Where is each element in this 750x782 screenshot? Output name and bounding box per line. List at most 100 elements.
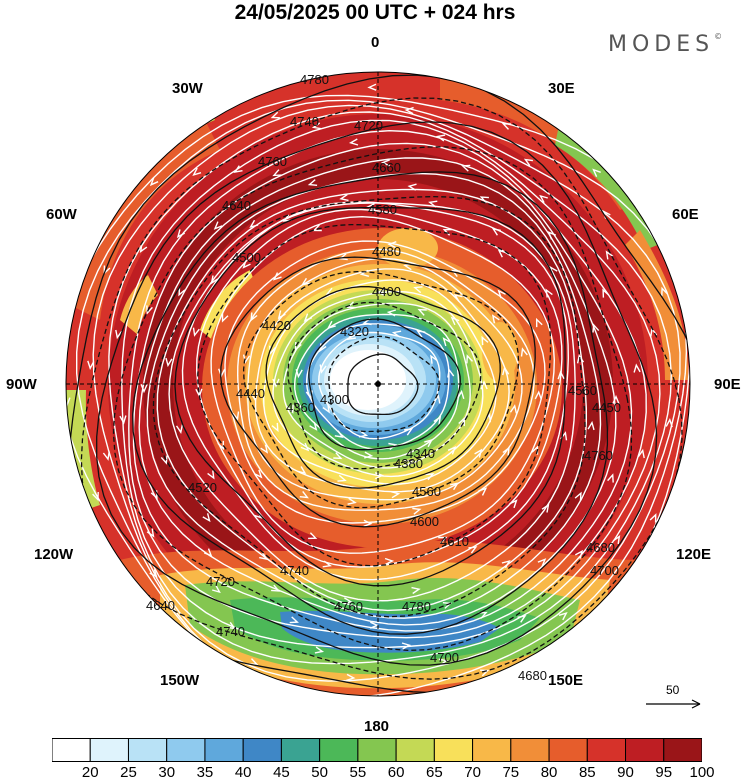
lon-label-90e: 90E [714,376,741,393]
colorbar-swatch [472,738,512,762]
contour-label: 4300 [320,392,349,407]
streamline-arrow [346,301,356,309]
streamline [146,172,602,619]
streamline-arrow [115,329,123,340]
streamline-arrow [457,389,465,400]
streamline-arrow [404,106,414,115]
wind-reference-label: 50 [666,683,680,697]
height-contour [308,318,461,451]
streamline-arrow [346,332,357,341]
streamline-arrow [139,243,148,254]
streamline-arrow [202,513,211,523]
streamline-arrow [388,442,398,450]
streamline-arrow [146,305,153,315]
streamline-arrow [286,404,294,414]
streamline-arrow [558,611,568,621]
streamline [224,240,546,524]
streamline-arrow [307,179,318,186]
wind-streamlines [66,83,690,696]
streamline-arrow [649,513,657,523]
contour-label: 4640 [222,198,251,213]
streamline-arrow [319,364,327,374]
streamline-arrow [497,289,506,299]
colorbar-swatch [89,738,129,762]
height-contour [328,335,440,433]
streamline-arrow [178,287,186,297]
streamline-arrow [66,397,71,407]
streamline-arrow [478,487,488,496]
contour-label: 4680 [586,540,615,555]
streamline-arrow [497,249,507,258]
streamline-arrow [557,370,565,380]
colorbar-swatch [433,738,474,762]
streamline [168,202,576,602]
streamline-arrow [450,316,460,326]
streamline-arrow [453,293,463,302]
colorbar-tick-label: 100 [689,764,715,781]
streamline-arrow [334,430,344,438]
colorbar-tick-label: 30 [158,764,176,781]
colorbar-tick-label: 60 [387,764,405,781]
streamline-arrow [520,347,528,357]
streamline-arrow [425,473,435,481]
streamline-arrow [363,519,373,527]
streamline-arrow [299,490,309,499]
streamline-arrow [411,586,421,595]
colorbar-swatch [663,738,702,762]
colorbar [52,738,702,762]
height-contour [287,301,482,470]
streamline-arrow [333,452,343,460]
colorbar-tick-label: 50 [311,764,328,781]
contour-label: 4560 [412,484,441,499]
contour-label: 4780 [402,599,431,614]
streamline-arrow [416,330,426,338]
colorbar-swatch [204,738,244,762]
streamline-arrow [574,491,582,501]
streamline-arrow [430,354,438,364]
colorbar-tick-label: 20 [81,764,99,781]
streamline-arrow [149,177,159,187]
streamline-arrow [300,277,310,286]
streamline [121,119,661,649]
colorbar-swatch [510,738,550,762]
contour-label: 4450 [592,400,621,415]
streamline-arrow [412,507,422,515]
height-contour [265,286,501,489]
colorbar-tick-label: 25 [120,764,137,781]
streamline-arrow [348,138,359,146]
height-contour [174,206,566,587]
streamline-arrow [210,275,219,285]
lon-label-120w: 120W [34,546,74,563]
contour-label: 4740 [280,563,309,578]
streamline-arrow [165,357,173,368]
streamline [210,215,556,554]
contour-label: 4780 [300,72,329,87]
colorbar-swatch [52,738,91,762]
pole-marker [375,381,381,387]
streamline-arrow [391,330,402,338]
streamline-arrow [450,482,460,491]
streamline [128,129,647,639]
contour-label: 4610 [440,534,469,549]
streamline-arrow [404,459,414,467]
contour-label: 4500 [232,250,261,265]
colorbar-swatch [319,738,359,762]
streamline-arrow [447,368,455,378]
streamline-arrow [541,503,550,513]
streamline-arrow [192,327,200,337]
colorbar-swatch [586,738,627,762]
contour-label: 4720 [354,118,383,133]
lon-label-120e: 120E [676,546,712,563]
streamline [92,104,681,682]
lon-label-30e: 30E [548,80,575,97]
streamline-arrow [232,411,240,421]
streamline-arrow [545,288,553,298]
streamline-arrow [92,491,99,502]
colorbar-swatch [127,738,168,762]
streamline-arrow [146,528,155,538]
streamline [76,99,688,696]
streamline-arrow [212,584,221,594]
contour-label: 4760 [258,154,287,169]
streamline-arrow [592,168,601,177]
contour-label: 4680 [518,668,547,683]
